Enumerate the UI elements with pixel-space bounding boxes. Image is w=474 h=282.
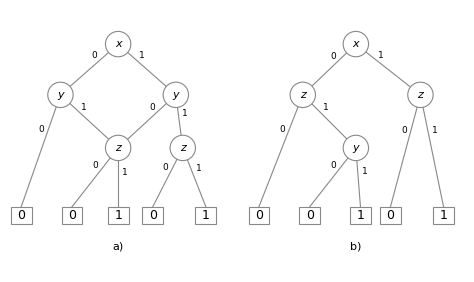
Text: 1: 1	[122, 168, 128, 177]
Circle shape	[343, 135, 369, 161]
Text: 0: 0	[149, 103, 155, 112]
Circle shape	[343, 31, 369, 57]
Text: 0: 0	[92, 161, 98, 170]
Text: 0: 0	[68, 209, 76, 222]
Circle shape	[170, 135, 195, 161]
Circle shape	[105, 135, 131, 161]
FancyBboxPatch shape	[142, 207, 163, 224]
Text: 0: 0	[330, 161, 336, 170]
Circle shape	[408, 82, 433, 107]
Text: 1: 1	[432, 126, 438, 135]
FancyBboxPatch shape	[380, 207, 401, 224]
FancyBboxPatch shape	[11, 207, 32, 224]
Text: a): a)	[112, 242, 124, 252]
Text: 1: 1	[196, 164, 201, 173]
Text: y: y	[353, 143, 359, 153]
Text: 1: 1	[378, 51, 384, 60]
Text: x: x	[353, 39, 359, 49]
Text: 1: 1	[139, 51, 145, 60]
Text: 0: 0	[306, 209, 314, 222]
Text: 0: 0	[330, 52, 336, 61]
Text: 1: 1	[114, 209, 122, 222]
Text: x: x	[115, 39, 121, 49]
Circle shape	[290, 82, 316, 107]
Text: z: z	[418, 90, 423, 100]
Text: b): b)	[350, 242, 362, 252]
FancyBboxPatch shape	[433, 207, 454, 224]
Text: 0: 0	[149, 209, 157, 222]
FancyBboxPatch shape	[108, 207, 128, 224]
Text: 0: 0	[279, 125, 285, 134]
Text: 0: 0	[386, 209, 394, 222]
Text: 1: 1	[202, 209, 210, 222]
Text: 0: 0	[255, 209, 263, 222]
Text: z: z	[300, 90, 306, 100]
Text: y: y	[57, 90, 64, 100]
Text: 0: 0	[91, 51, 97, 60]
Circle shape	[163, 82, 189, 107]
FancyBboxPatch shape	[62, 207, 82, 224]
FancyBboxPatch shape	[350, 207, 371, 224]
Text: z: z	[180, 143, 186, 153]
Text: z: z	[115, 143, 121, 153]
Text: 0: 0	[38, 125, 44, 134]
FancyBboxPatch shape	[195, 207, 216, 224]
Text: 1: 1	[362, 167, 367, 176]
Text: 1: 1	[182, 109, 188, 118]
Text: 1: 1	[82, 103, 87, 112]
Text: 0: 0	[401, 126, 407, 135]
Text: 0: 0	[17, 209, 25, 222]
Text: 0: 0	[162, 164, 168, 173]
Text: y: y	[173, 90, 179, 100]
Circle shape	[105, 31, 131, 57]
Text: 1: 1	[439, 209, 447, 222]
FancyBboxPatch shape	[299, 207, 320, 224]
Text: 1: 1	[356, 209, 365, 222]
FancyBboxPatch shape	[248, 207, 269, 224]
Text: 1: 1	[322, 103, 328, 112]
Circle shape	[48, 82, 73, 107]
